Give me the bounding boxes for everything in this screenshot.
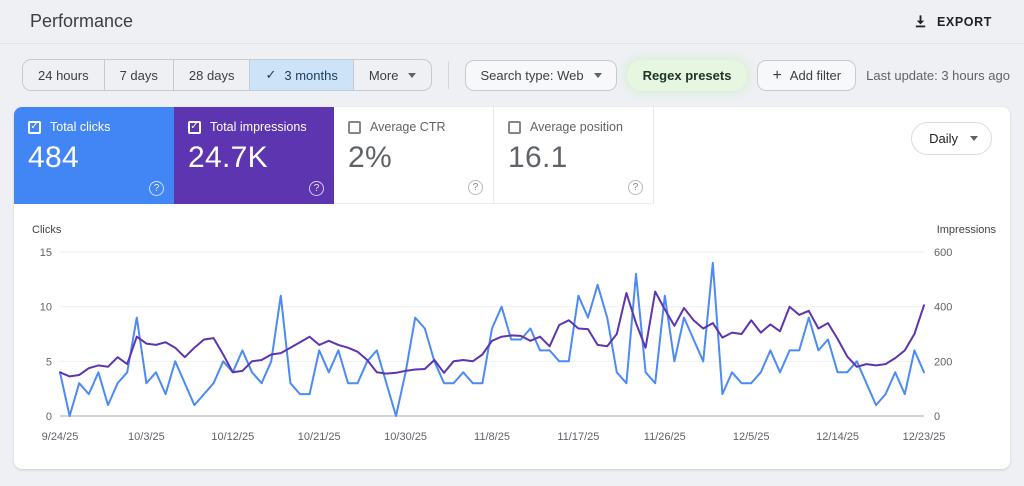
- more-label: More: [368, 67, 399, 83]
- help-icon[interactable]: [149, 181, 164, 196]
- page-header: Performance EXPORT: [0, 0, 1024, 44]
- x-axis-tick: 10/30/25: [384, 431, 427, 443]
- checkbox-checked-icon[interactable]: [28, 120, 41, 134]
- chart-area: Clicks Impressions 0 0 5 200 10 400 15 600 9/24/…: [14, 204, 1010, 448]
- last-update-text: Last update: 3 hours ago: [866, 67, 1010, 83]
- metric-value: 484: [28, 141, 79, 174]
- right-axis-tick: 400: [934, 302, 952, 314]
- chevron-down-icon: [970, 136, 978, 141]
- date-range-more[interactable]: More: [354, 60, 432, 90]
- metric-label: Total clicks: [50, 120, 111, 134]
- search-type-label: Search type: Web: [480, 67, 584, 83]
- filter-toolbar: 24 hours 7 days 28 days 3 months More Se…: [0, 44, 1024, 91]
- series-line-impressions: [59, 290, 925, 378]
- export-button[interactable]: EXPORT: [911, 8, 994, 35]
- granularity-dropdown[interactable]: Daily: [911, 122, 992, 155]
- search-type-filter[interactable]: Search type: Web: [465, 59, 617, 91]
- metric-value: 16.1: [508, 141, 568, 174]
- add-filter-label: Add filter: [789, 67, 842, 83]
- date-range-label: 3 months: [284, 67, 338, 83]
- x-axis-tick: 12/23/25: [903, 431, 946, 443]
- metric-card-average-ctr[interactable]: Average CTR 2%: [334, 107, 494, 204]
- date-range-28-days[interactable]: 28 days: [174, 60, 251, 90]
- metric-card-total-impressions[interactable]: Total impressions 24.7K: [174, 107, 334, 204]
- checkbox-unchecked-icon[interactable]: [508, 120, 521, 134]
- download-icon: [913, 14, 928, 29]
- right-axis-tick: 600: [934, 247, 952, 259]
- regex-presets-button[interactable]: Regex presets: [626, 59, 748, 91]
- date-range-7-days[interactable]: 7 days: [105, 60, 174, 90]
- x-axis-tick: 10/12/25: [211, 431, 254, 443]
- left-axis-tick: 0: [46, 411, 52, 423]
- x-axis-tick: 10/21/25: [298, 431, 341, 443]
- date-range-label: 24 hours: [38, 67, 89, 83]
- help-icon[interactable]: [468, 180, 483, 195]
- left-axis-tick: 15: [40, 247, 52, 259]
- page-title: Performance: [30, 11, 134, 31]
- toolbar-divider: [448, 61, 450, 89]
- x-axis-tick: 10/3/25: [128, 431, 165, 443]
- plus-icon: [772, 68, 781, 83]
- x-axis-tick: 11/26/25: [644, 431, 686, 443]
- chevron-down-icon: [593, 72, 602, 78]
- right-axis-tick: 0: [934, 411, 940, 423]
- left-axis-tick: 5: [46, 356, 52, 368]
- x-axis-tick: 12/14/25: [816, 431, 859, 443]
- x-axis-tick: 11/8/25: [474, 431, 510, 443]
- metric-label: Average position: [530, 120, 623, 134]
- export-label: EXPORT: [937, 14, 992, 29]
- series-line-clicks: [59, 261, 925, 417]
- performance-chart: 0 0 5 200 10 400 15 600 9/24/25 10/3/25 10/12/25 10…: [40, 247, 953, 443]
- metric-card-average-position[interactable]: Average position 16.1: [494, 107, 654, 204]
- left-axis-tick: 10: [40, 302, 52, 314]
- help-icon[interactable]: [628, 180, 643, 195]
- left-axis-title: Clicks: [32, 224, 62, 236]
- x-axis-tick: 12/5/25: [733, 431, 770, 443]
- right-axis-tick: 200: [934, 356, 952, 368]
- metric-value: 2%: [348, 141, 392, 174]
- metric-value: 24.7K: [188, 141, 268, 174]
- metric-card-total-clicks[interactable]: Total clicks 484: [14, 107, 174, 204]
- date-range-control: 24 hours 7 days 28 days 3 months More: [22, 59, 433, 91]
- metric-label: Average CTR: [370, 120, 446, 134]
- chevron-down-icon: [408, 72, 417, 78]
- help-icon[interactable]: [309, 181, 324, 196]
- checkbox-unchecked-icon[interactable]: [348, 120, 361, 134]
- date-range-24-hours[interactable]: 24 hours: [23, 60, 105, 90]
- check-icon: [265, 67, 276, 83]
- metric-label: Total impressions: [210, 120, 307, 134]
- checkbox-checked-icon[interactable]: [188, 120, 201, 134]
- x-axis-tick: 9/24/25: [42, 431, 79, 443]
- right-axis-title: Impressions: [936, 224, 996, 236]
- date-range-3-months[interactable]: 3 months: [250, 60, 354, 90]
- x-axis-tick: 11/17/25: [557, 431, 599, 443]
- performance-panel: Total clicks 484 Total impressions 24.7K…: [14, 107, 1010, 469]
- date-range-label: 28 days: [188, 67, 235, 83]
- granularity-label: Daily: [929, 131, 958, 146]
- add-filter-button[interactable]: Add filter: [757, 59, 857, 91]
- date-range-label: 7 days: [119, 67, 158, 83]
- metrics-row: Total clicks 484 Total impressions 24.7K…: [14, 107, 1010, 204]
